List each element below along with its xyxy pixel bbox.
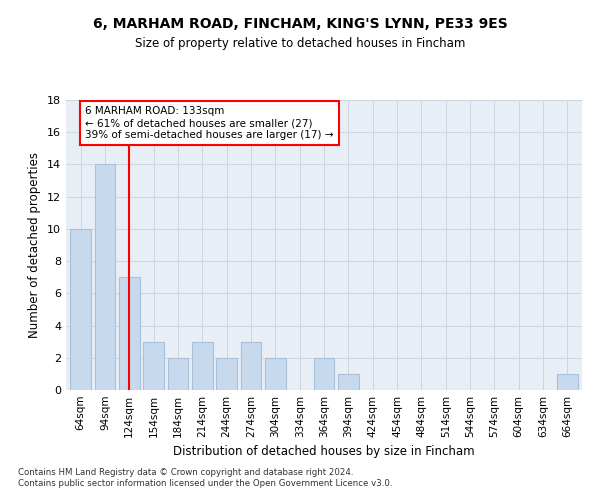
Bar	[70, 229, 91, 390]
Y-axis label: Number of detached properties: Number of detached properties	[28, 152, 41, 338]
Bar	[143, 342, 164, 390]
Bar	[314, 358, 334, 390]
Text: 6, MARHAM ROAD, FINCHAM, KING'S LYNN, PE33 9ES: 6, MARHAM ROAD, FINCHAM, KING'S LYNN, PE…	[92, 18, 508, 32]
Text: Size of property relative to detached houses in Fincham: Size of property relative to detached ho…	[135, 38, 465, 51]
Bar	[192, 342, 212, 390]
Text: Contains HM Land Registry data © Crown copyright and database right 2024.
Contai: Contains HM Land Registry data © Crown c…	[18, 468, 392, 487]
Bar	[119, 277, 140, 390]
Bar	[265, 358, 286, 390]
Bar	[167, 358, 188, 390]
Bar	[338, 374, 359, 390]
Bar	[241, 342, 262, 390]
Text: 6 MARHAM ROAD: 133sqm
← 61% of detached houses are smaller (27)
39% of semi-deta: 6 MARHAM ROAD: 133sqm ← 61% of detached …	[85, 106, 334, 140]
X-axis label: Distribution of detached houses by size in Fincham: Distribution of detached houses by size …	[173, 446, 475, 458]
Bar	[557, 374, 578, 390]
Bar	[216, 358, 237, 390]
Bar	[95, 164, 115, 390]
